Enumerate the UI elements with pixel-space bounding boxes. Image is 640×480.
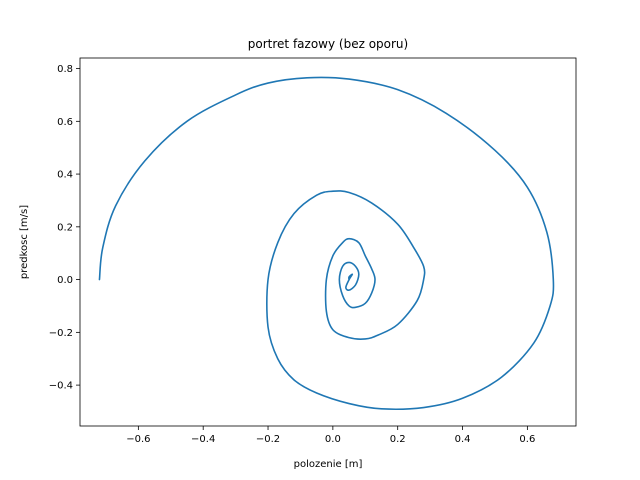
y-tick-label: 0.4	[57, 170, 73, 181]
x-tick-label: −0.4	[191, 434, 215, 445]
x-tick-label: 0.2	[390, 434, 406, 445]
phase-trajectory-line	[98, 76, 555, 410]
y-tick-label: −0.4	[49, 381, 73, 392]
x-tick-label: 0.6	[519, 434, 535, 445]
x-tick-label: −0.6	[126, 434, 150, 445]
y-axis-label: predkosc [m/s]	[19, 205, 30, 279]
x-tick-label: −0.2	[256, 434, 280, 445]
ticks-group: −0.6 −0.4 −0.2 0.0 0.2 0.4 0.6 −0.4 −0.2 0.0 0.2 0.…	[49, 64, 536, 445]
x-axis-label: polozenie [m]	[294, 459, 363, 470]
y-tick-label: 0.6	[57, 117, 73, 128]
x-tick-label: 0.0	[325, 434, 341, 445]
y-tick-label: 0.2	[57, 222, 73, 233]
chart-title: portret fazowy (bez oporu)	[248, 37, 408, 51]
x-tick-label: 0.4	[455, 434, 471, 445]
y-tick-label: −0.2	[49, 328, 73, 339]
plot-area-frame	[79, 57, 577, 427]
y-tick-label: 0.8	[57, 64, 73, 75]
series-layer	[98, 76, 555, 410]
y-tick-label: 0.0	[57, 275, 73, 286]
